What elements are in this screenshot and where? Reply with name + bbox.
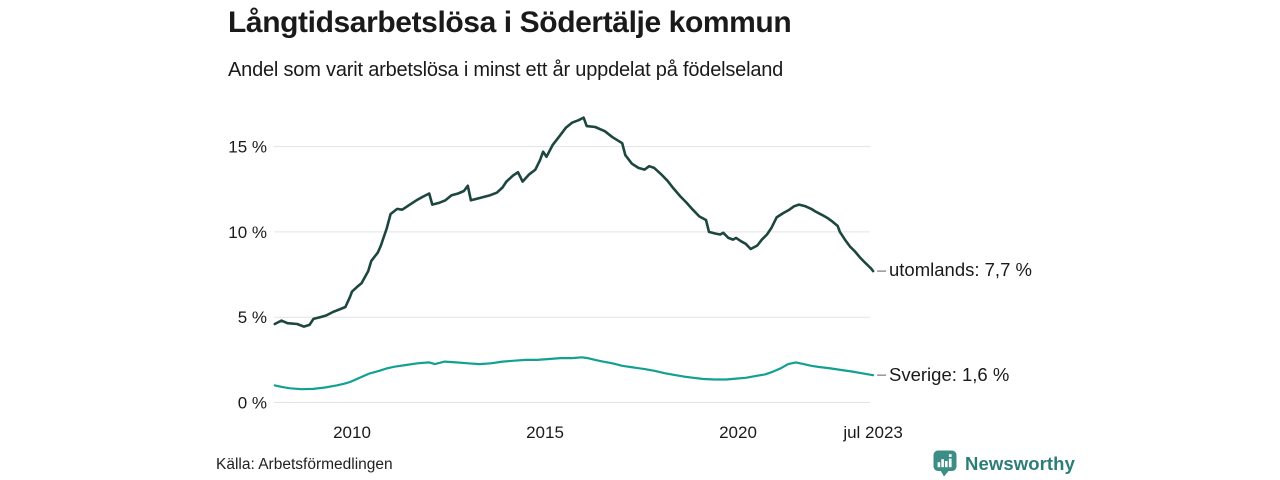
series-label-utomlands: utomlands: 7,7 % <box>889 259 1032 280</box>
x-tick-label: 2010 <box>333 423 371 442</box>
y-tick-label: 0 % <box>238 394 267 413</box>
newsworthy-brand: Newsworthy <box>933 450 1075 477</box>
series-line-utomlands <box>273 116 875 328</box>
y-tick-label: 5 % <box>238 308 267 327</box>
x-tick-label: 2015 <box>526 423 564 442</box>
newsworthy-logo-icon <box>933 450 958 477</box>
x-tick-label: jul 2023 <box>842 423 903 442</box>
newsworthy-wordmark: Newsworthy <box>965 452 1075 474</box>
chart-subtitle: Andel som varit arbetslösa i minst ett å… <box>228 59 784 81</box>
series-line-Sverige <box>273 356 875 391</box>
y-tick-label: 10 % <box>228 223 267 242</box>
chart-title: Långtidsarbetslösa i Södertälje kommun <box>228 6 792 39</box>
x-tick-label: 2020 <box>719 423 757 442</box>
y-tick-label: 15 % <box>228 138 267 157</box>
series-label-sverige: Sverige: 1,6 % <box>889 364 1010 385</box>
source-note: Källa: Arbetsförmedlingen <box>216 456 393 473</box>
